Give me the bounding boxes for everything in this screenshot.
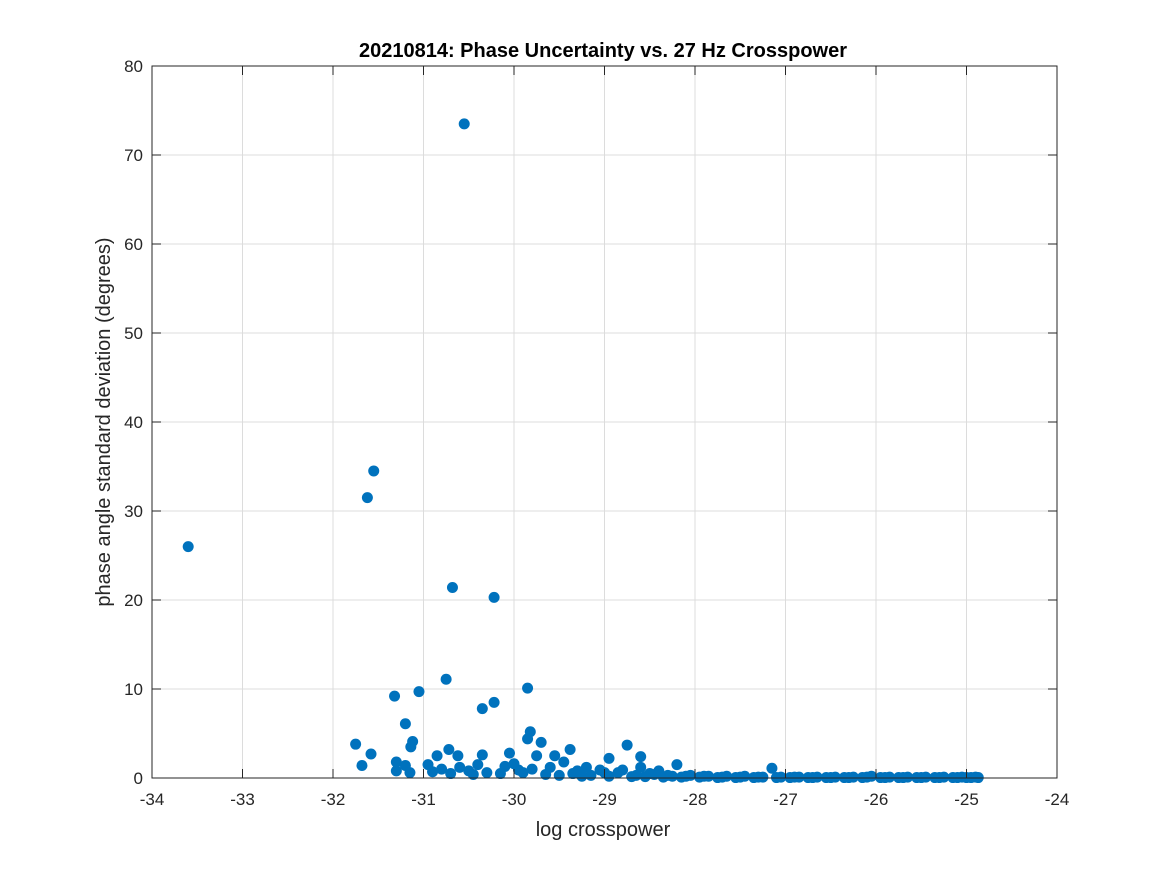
data-point — [436, 763, 448, 775]
data-point — [390, 765, 402, 777]
data-point — [361, 492, 373, 504]
data-point — [635, 761, 647, 773]
data-point — [440, 673, 452, 685]
data-point — [350, 738, 362, 750]
data-point — [445, 768, 457, 780]
x-tick-label: -26 — [864, 790, 889, 809]
chart-title: 20210814: Phase Uncertainty vs. 27 Hz Cr… — [359, 40, 847, 62]
data-point — [657, 771, 669, 783]
data-point — [443, 744, 455, 756]
data-point — [454, 761, 466, 773]
data-point — [503, 747, 515, 759]
data-point — [617, 764, 629, 776]
data-point — [446, 582, 458, 594]
data-point — [694, 771, 706, 783]
grid — [151, 65, 1058, 779]
data-point — [626, 771, 638, 783]
data-point — [494, 768, 506, 780]
y-tick-label: 70 — [124, 146, 143, 165]
data-point — [476, 703, 488, 715]
y-tick-label: 0 — [134, 769, 143, 788]
data-point — [508, 758, 520, 770]
data-point — [458, 118, 470, 130]
data-point — [544, 761, 556, 773]
data-point — [558, 756, 570, 768]
x-tick-label: -34 — [140, 790, 165, 809]
y-tick-label: 40 — [124, 413, 143, 432]
x-tick-label: -30 — [502, 790, 527, 809]
data-point — [431, 750, 443, 762]
data-point — [476, 749, 488, 761]
data-point — [390, 756, 402, 768]
y-axis-label: phase angle standard deviation (degrees) — [93, 237, 115, 606]
data-point — [488, 696, 500, 708]
axis-ticks: -34 -33 -32 -31 -30 -29 -28 -27 -26 -25 -24 0 10 20 30… — [124, 57, 1069, 809]
data-point — [481, 767, 493, 779]
data-point — [413, 686, 425, 698]
data-point — [452, 750, 464, 762]
x-tick-label: -33 — [230, 790, 255, 809]
data-point — [389, 690, 401, 702]
data-point — [365, 748, 377, 760]
data-point — [531, 750, 543, 762]
data-point — [399, 718, 411, 730]
data-point — [549, 750, 561, 762]
y-tick-label: 10 — [124, 680, 143, 699]
data-point — [427, 766, 439, 778]
x-tick-label: -29 — [592, 790, 617, 809]
y-tick-label: 30 — [124, 502, 143, 521]
data-point — [404, 767, 416, 779]
data-point — [368, 465, 380, 477]
data-point — [553, 769, 565, 781]
data-point — [535, 736, 547, 748]
data-point — [522, 733, 534, 745]
data-point — [639, 771, 651, 783]
data-point — [472, 759, 484, 771]
data-point — [522, 682, 534, 694]
data-point — [621, 739, 633, 751]
y-tick-label: 20 — [124, 591, 143, 610]
data-point — [488, 591, 500, 603]
x-tick-label: -27 — [773, 790, 798, 809]
data-point — [526, 763, 538, 775]
data-points — [182, 118, 984, 784]
data-point — [580, 761, 592, 773]
y-tick-label: 60 — [124, 235, 143, 254]
x-tick-label: -31 — [411, 790, 436, 809]
x-tick-label: -25 — [954, 790, 979, 809]
y-tick-label: 50 — [124, 324, 143, 343]
data-point — [182, 541, 194, 553]
data-point — [467, 768, 479, 780]
data-point — [517, 767, 529, 779]
data-point — [603, 752, 615, 764]
data-point — [405, 741, 417, 753]
data-point — [564, 744, 576, 756]
data-point — [671, 759, 683, 771]
x-tick-label: -24 — [1045, 790, 1070, 809]
data-point — [356, 760, 368, 772]
y-tick-label: 80 — [124, 57, 143, 76]
data-point — [675, 771, 687, 783]
data-point — [635, 751, 647, 763]
x-tick-label: -32 — [321, 790, 346, 809]
x-tick-label: -28 — [683, 790, 708, 809]
data-point — [603, 770, 615, 782]
data-point — [766, 762, 778, 774]
data-point — [576, 770, 588, 782]
x-axis-label: log crosspower — [536, 819, 671, 841]
